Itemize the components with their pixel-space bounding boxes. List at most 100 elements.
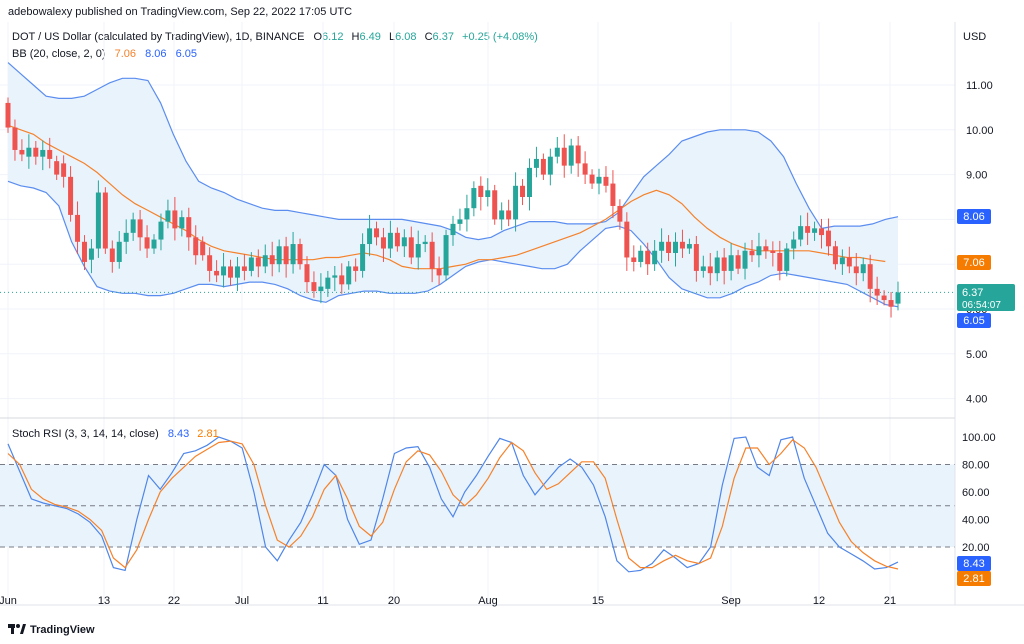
badge-stoch-d-text: 2.81 [963, 573, 984, 585]
candle [860, 257, 866, 282]
candle-body [791, 239, 797, 249]
candle [457, 208, 463, 231]
candle-body [144, 237, 150, 249]
candle-body [506, 210, 512, 220]
candle [144, 225, 150, 258]
time-tick-label: 15 [592, 595, 604, 607]
candle-body [228, 266, 233, 278]
candle-body [415, 244, 421, 258]
candle [471, 181, 477, 217]
candle [700, 255, 706, 278]
candle [221, 253, 227, 288]
candle-body [290, 244, 296, 265]
candle-body [346, 266, 352, 285]
badge-stoch-d: 2.81 [957, 571, 991, 586]
candle [888, 291, 894, 318]
candle [666, 235, 672, 262]
candle [631, 245, 637, 272]
candle [798, 215, 804, 247]
candle-body [186, 217, 192, 238]
candle-body [408, 237, 414, 258]
candle [673, 232, 678, 267]
candle-body [728, 255, 734, 271]
candle [561, 134, 567, 178]
candle-body [200, 241, 206, 256]
candle [137, 209, 143, 251]
candlesticks [5, 97, 901, 318]
candle [290, 231, 296, 274]
candle [478, 176, 484, 211]
candle [777, 240, 783, 281]
candle [186, 207, 192, 251]
bb-title: BB (20, close, 2, 0) [12, 48, 106, 60]
time-tick-label: 20 [388, 595, 400, 607]
candle-body [248, 257, 254, 271]
stoch-tick-label: 80.00 [962, 460, 990, 472]
stoch-title-line: Stoch RSI (3, 3, 14, 14, close) 8.43 2.8… [12, 428, 219, 440]
time-tick-label: 11 [317, 595, 328, 607]
candle-body [116, 241, 122, 262]
candle-body [123, 232, 129, 242]
candle [387, 220, 393, 258]
candle [325, 270, 331, 297]
candle [652, 240, 658, 271]
candle-body [652, 250, 658, 265]
candle [714, 250, 720, 282]
badge-basis-text: 7.06 [963, 257, 984, 269]
price-tick-label: 4.00 [966, 394, 987, 406]
tradingview-logo[interactable]: TradingView [8, 624, 95, 636]
candle-body [19, 149, 25, 155]
candle [102, 187, 108, 254]
candle-body [603, 176, 609, 186]
candle [283, 236, 289, 278]
candle-body [255, 257, 261, 267]
candle [645, 242, 651, 275]
stoch-k-value: 8.43 [168, 428, 189, 440]
stoch-rsi-lines [7, 436, 899, 573]
candle-body [589, 174, 595, 184]
candle [269, 241, 275, 277]
candle-body [596, 176, 602, 184]
candle-body [394, 232, 400, 247]
candle [332, 265, 338, 292]
candle-body [165, 210, 171, 222]
badge-upper: 8.06 [957, 209, 991, 224]
candle-body [47, 149, 53, 159]
stoch-title: Stoch RSI (3, 3, 14, 14, close) [12, 428, 159, 440]
candle-body [645, 250, 651, 265]
candle-body [457, 219, 463, 224]
candle [526, 158, 532, 211]
candle-body [798, 226, 804, 240]
candle [318, 273, 324, 304]
candle [895, 281, 901, 311]
candle [151, 234, 157, 254]
candle-body [714, 257, 720, 274]
candle-body [520, 185, 526, 197]
candle [207, 247, 213, 282]
candle [485, 178, 491, 207]
stoch-tick-label: 60.00 [962, 487, 990, 499]
candle [33, 141, 39, 165]
candle [408, 226, 414, 265]
candle-body [777, 253, 783, 271]
candle [228, 259, 233, 286]
candle-body [172, 210, 178, 229]
candle [638, 245, 644, 268]
candle-body [756, 246, 762, 256]
candle [276, 239, 282, 273]
candle-body [68, 176, 74, 215]
candle-body [262, 255, 268, 267]
candle [297, 238, 303, 270]
candle-body [353, 266, 359, 271]
candle-body [846, 257, 852, 267]
candle-body [401, 237, 407, 247]
candle [415, 230, 421, 270]
candle-body [374, 228, 380, 238]
bollinger-bands [0, 62, 955, 308]
candle [401, 229, 407, 258]
high-label: H [352, 31, 360, 43]
candle [234, 257, 240, 292]
candle-body [659, 241, 665, 251]
candle-body [513, 185, 519, 220]
candle-body [673, 241, 678, 253]
